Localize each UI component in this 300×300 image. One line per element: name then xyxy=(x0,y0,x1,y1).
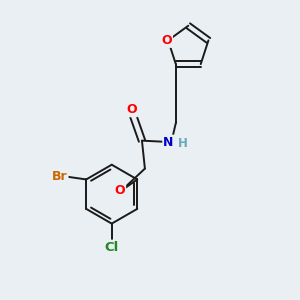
Text: Cl: Cl xyxy=(105,241,119,254)
Text: H: H xyxy=(178,137,188,150)
Text: O: O xyxy=(126,103,137,116)
Text: Br: Br xyxy=(52,170,68,183)
Text: N: N xyxy=(163,136,174,148)
Text: O: O xyxy=(115,184,125,197)
Text: O: O xyxy=(161,34,172,47)
